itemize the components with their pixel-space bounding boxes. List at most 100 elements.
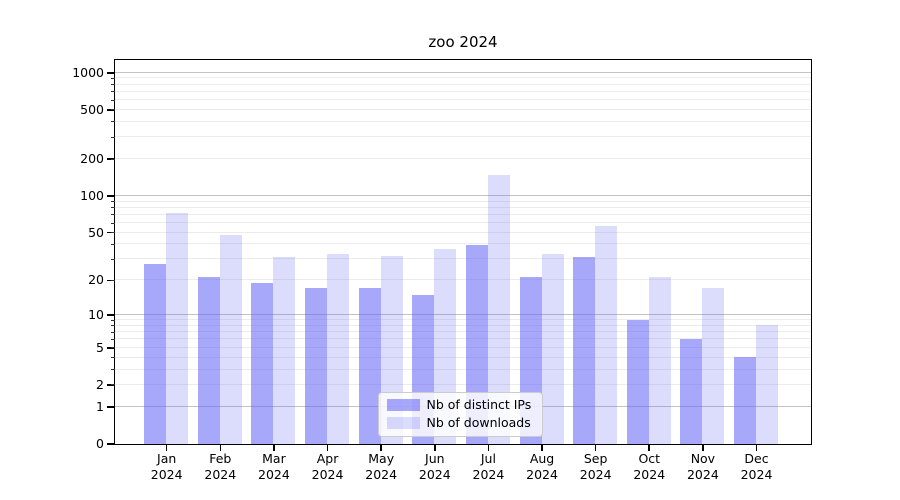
y-gridline-minor (114, 243, 811, 245)
bar-distinct-ips (197, 277, 220, 444)
y-minor-tick-mark (111, 207, 115, 209)
y-gridline-minor (114, 368, 811, 370)
y-tick-mark (107, 195, 115, 197)
x-tick-label: May 2024 (365, 451, 398, 482)
x-tick-mark (648, 444, 651, 451)
x-tick-mark (326, 444, 329, 451)
legend-swatch-downloads (386, 417, 420, 429)
bar-distinct-ips (626, 319, 649, 444)
y-tick-label: 5 (96, 339, 104, 355)
y-gridline-minor (114, 99, 811, 101)
y-gridline-major (114, 314, 811, 316)
bar-distinct-ips (251, 282, 274, 444)
y-tick-mark (107, 314, 115, 316)
y-tick-label: 200 (80, 151, 104, 166)
y-minor-tick-mark (111, 347, 115, 349)
legend-label-distinct-ips: Nb of distinct IPs (426, 397, 532, 412)
y-minor-tick-mark (111, 91, 115, 93)
bar-distinct-ips (680, 338, 703, 444)
x-tick-mark (541, 444, 543, 451)
y-gridline-minor (114, 90, 811, 92)
x-tick-mark (487, 444, 490, 451)
x-tick-label: Jun 2024 (418, 451, 451, 482)
y-tick-mark (107, 71, 115, 74)
y-tick-label: 500 (80, 101, 104, 117)
y-gridline-minor (114, 346, 811, 348)
y-minor-tick-mark (111, 243, 115, 245)
x-tick-label: Apr 2024 (311, 451, 344, 482)
x-tick-mark (273, 444, 275, 451)
y-gridline-minor (114, 324, 811, 326)
bar-downloads (273, 257, 296, 444)
y-minor-tick-mark (111, 325, 115, 327)
x-tick-mark (434, 444, 436, 451)
y-gridline-minor (114, 279, 811, 281)
legend-item-distinct-ips: Nb of distinct IPs (386, 397, 542, 412)
y-minor-tick-mark (111, 357, 115, 358)
y-tick-label: 20 (88, 272, 104, 288)
y-minor-tick-mark (111, 77, 115, 79)
y-gridline-minor (114, 331, 811, 333)
y-minor-tick-mark (111, 109, 115, 111)
y-gridline-major (114, 71, 811, 73)
bar-downloads (487, 174, 510, 444)
chart-title: zoo 2024 (428, 33, 498, 51)
y-minor-tick-mark (111, 121, 115, 123)
bar-downloads (541, 254, 564, 444)
y-gridline-minor (114, 319, 811, 321)
bar-downloads (595, 226, 618, 444)
y-gridline-minor (114, 258, 811, 260)
y-minor-tick-mark (111, 214, 115, 216)
x-tick-mark (755, 444, 758, 451)
legend-label-downloads: Nb of downloads (426, 415, 531, 430)
y-minor-tick-mark (111, 369, 115, 370)
y-minor-tick-mark (111, 158, 115, 160)
bar-distinct-ips (144, 264, 167, 444)
x-tick-mark (219, 444, 222, 451)
y-gridline-minor (114, 356, 811, 358)
x-tick-label: Jan 2024 (150, 451, 183, 482)
y-gridline-minor (114, 206, 811, 208)
y-tick-label: 2 (96, 376, 104, 392)
y-tick-mark (107, 405, 115, 408)
x-tick-label: Aug 2024 (526, 451, 558, 482)
y-tick-label: 1 (96, 398, 104, 414)
y-minor-tick-mark (111, 99, 115, 101)
y-minor-tick-mark (111, 384, 115, 386)
y-tick-label: 10 (88, 307, 104, 323)
x-tick-label: Jul 2024 (472, 451, 505, 482)
x-tick-label: Nov 2024 (686, 451, 719, 482)
legend-swatch-distinct-ips (386, 399, 420, 411)
y-gridline-minor (114, 136, 811, 138)
bar-downloads (166, 212, 189, 444)
x-tick-label: Dec 2024 (740, 451, 773, 482)
y-tick-label: 50 (88, 224, 104, 240)
bar-downloads (327, 254, 350, 444)
y-gridline-minor (114, 338, 811, 340)
y-minor-tick-mark (111, 136, 115, 138)
x-tick-mark (380, 444, 382, 451)
plot-area: Nb of distinct IPs Nb of downloads (113, 58, 812, 445)
x-tick-mark (165, 444, 168, 451)
bar-downloads (219, 235, 242, 444)
y-gridline-minor (114, 83, 811, 85)
y-gridline-minor (114, 231, 811, 233)
y-tick-mark (107, 443, 115, 445)
y-tick-label: 1000 (72, 64, 104, 80)
x-tick-label: Feb 2024 (204, 451, 237, 482)
x-tick-label: Sep 2024 (579, 451, 612, 482)
y-gridline-minor (114, 383, 811, 385)
y-gridline-minor (114, 120, 811, 122)
y-minor-tick-mark (111, 201, 115, 203)
y-minor-tick-mark (111, 338, 115, 340)
y-gridline-minor (114, 200, 811, 202)
x-tick-label: Mar 2024 (258, 451, 290, 482)
bar-downloads (702, 288, 725, 444)
x-tick-label: Oct 2024 (633, 451, 666, 482)
y-minor-tick-mark (111, 331, 115, 333)
legend-item-downloads: Nb of downloads (386, 415, 542, 430)
bar-distinct-ips (734, 357, 757, 444)
y-minor-tick-mark (111, 319, 115, 321)
y-gridline-minor (114, 77, 811, 79)
